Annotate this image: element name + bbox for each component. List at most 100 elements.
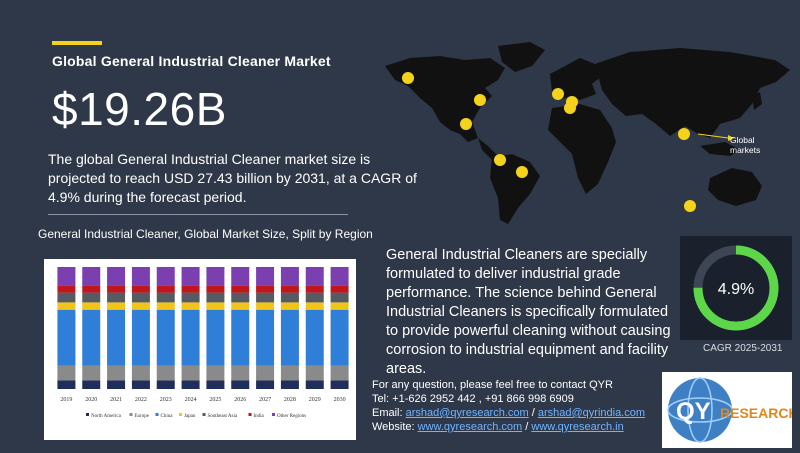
japan-shape <box>752 92 762 110</box>
bar-segment <box>280 292 299 303</box>
x-tick-label: 2023 <box>160 397 172 403</box>
legend-label: China <box>161 414 174 419</box>
website-link-1[interactable]: www.qyresearch.com <box>417 421 523 433</box>
cagr-ring-fill <box>693 245 779 331</box>
bar-segment <box>82 267 101 286</box>
bar-segment <box>131 292 150 303</box>
legend-swatch <box>248 413 252 416</box>
bar-segment <box>107 380 126 389</box>
bar-segment <box>107 302 126 310</box>
bar-segment <box>206 267 225 286</box>
map-marker <box>678 128 690 140</box>
map-pointer-line <box>697 133 729 139</box>
bar-segment <box>107 309 126 366</box>
map-marker <box>494 154 506 166</box>
bar-segment <box>305 267 324 286</box>
bar-segment <box>330 285 349 293</box>
map-pointer-arrow <box>728 135 734 141</box>
bar-segment <box>57 285 76 293</box>
bar-segment <box>181 267 200 286</box>
email-label: Email: <box>372 407 406 419</box>
bar-segment <box>57 292 76 303</box>
world-map <box>385 42 790 224</box>
stacked-bar-chart: 2019 2020 2021 2022 2023 2024 2025 2026 2027 2028… <box>44 259 356 440</box>
x-tick-label: 2027 <box>259 397 271 403</box>
legend-label: Europe <box>135 414 150 419</box>
map-markers <box>402 72 696 212</box>
bar-segment <box>107 285 126 293</box>
bar-segment <box>305 285 324 293</box>
bar-segment <box>231 285 250 293</box>
x-tick-label: 2020 <box>85 397 97 403</box>
australia-shape <box>708 168 762 206</box>
southeast-asia-shape <box>700 142 740 156</box>
bar-segment <box>330 309 349 366</box>
bar-segment <box>131 309 150 366</box>
legend-label: North America <box>91 414 122 419</box>
bar-segment <box>256 285 275 293</box>
europe-shape <box>550 58 602 100</box>
bar-segment <box>156 302 175 310</box>
bar-segment <box>82 302 101 310</box>
bar-segment <box>57 302 76 310</box>
bar-segment <box>57 267 76 286</box>
bar-segment <box>206 309 225 366</box>
legend-swatch <box>272 413 275 416</box>
bar-segment <box>231 267 250 286</box>
bar-segment <box>231 302 250 310</box>
bar-segment <box>206 285 225 293</box>
logo-text-qy: QY <box>676 398 711 425</box>
website-separator: / <box>522 421 532 433</box>
bar-segment <box>231 292 250 303</box>
bar-segment <box>256 302 275 310</box>
x-tick-label: 2026 <box>234 397 246 403</box>
bar-segment <box>305 380 324 389</box>
legend-swatch <box>179 413 182 416</box>
product-description: General Industrial Cleaners are speciall… <box>386 247 671 377</box>
map-marker <box>564 102 576 114</box>
bar-segment <box>181 302 200 310</box>
contact-email: Email: arshad@qyresearch.com / arshad@qy… <box>372 406 645 420</box>
email-link-2[interactable]: arshad@qyrindia.com <box>537 407 646 419</box>
website-link-2[interactable]: www.qyresearch.in <box>531 421 624 433</box>
global-markets-label: Global markets <box>730 135 760 155</box>
bar-segment <box>206 302 225 310</box>
bar-segment <box>280 380 299 389</box>
bar-segment <box>57 309 76 366</box>
bar-segment <box>256 309 275 366</box>
globe-icon <box>668 378 732 442</box>
bar-segment <box>256 292 275 303</box>
bar-segment <box>231 365 250 381</box>
x-tick-label: 2028 <box>284 397 296 403</box>
legend-swatch <box>129 413 133 416</box>
map-marker <box>684 200 696 212</box>
bar-segment <box>330 267 349 286</box>
bar-segment <box>82 292 101 303</box>
bar-segment <box>256 380 275 389</box>
logo-text-research: RESEARCH <box>720 405 792 421</box>
greenland-shape <box>498 42 545 72</box>
email-link-1[interactable]: arshad@qyresearch.com <box>405 407 529 419</box>
map-marker <box>552 88 564 100</box>
bar-segment <box>280 309 299 366</box>
bar-segment <box>280 302 299 310</box>
map-marker <box>474 94 486 106</box>
bar-segment <box>305 292 324 303</box>
bar-segment <box>181 285 200 293</box>
bar-segment <box>57 365 76 381</box>
bar-segment <box>131 365 150 381</box>
qyr-logo: QY RESEARCH <box>662 372 799 448</box>
bar-segment <box>280 267 299 286</box>
contact-intro: For any question, please feel free to co… <box>372 379 613 391</box>
x-tick-label: 2022 <box>135 397 147 403</box>
chart-svg: 2019 2020 2021 2022 2023 2024 2025 2026 2027 2028… <box>57 267 349 419</box>
africa-shape <box>548 104 616 194</box>
north-america-shape <box>385 56 505 142</box>
bar-segment <box>206 365 225 381</box>
website-label: Website: <box>372 421 418 433</box>
bar-segment <box>305 302 324 310</box>
email-separator: / <box>528 407 538 419</box>
map-marker <box>460 118 472 130</box>
legend-label: Other Regions <box>277 414 306 419</box>
bar-segment <box>131 380 150 389</box>
